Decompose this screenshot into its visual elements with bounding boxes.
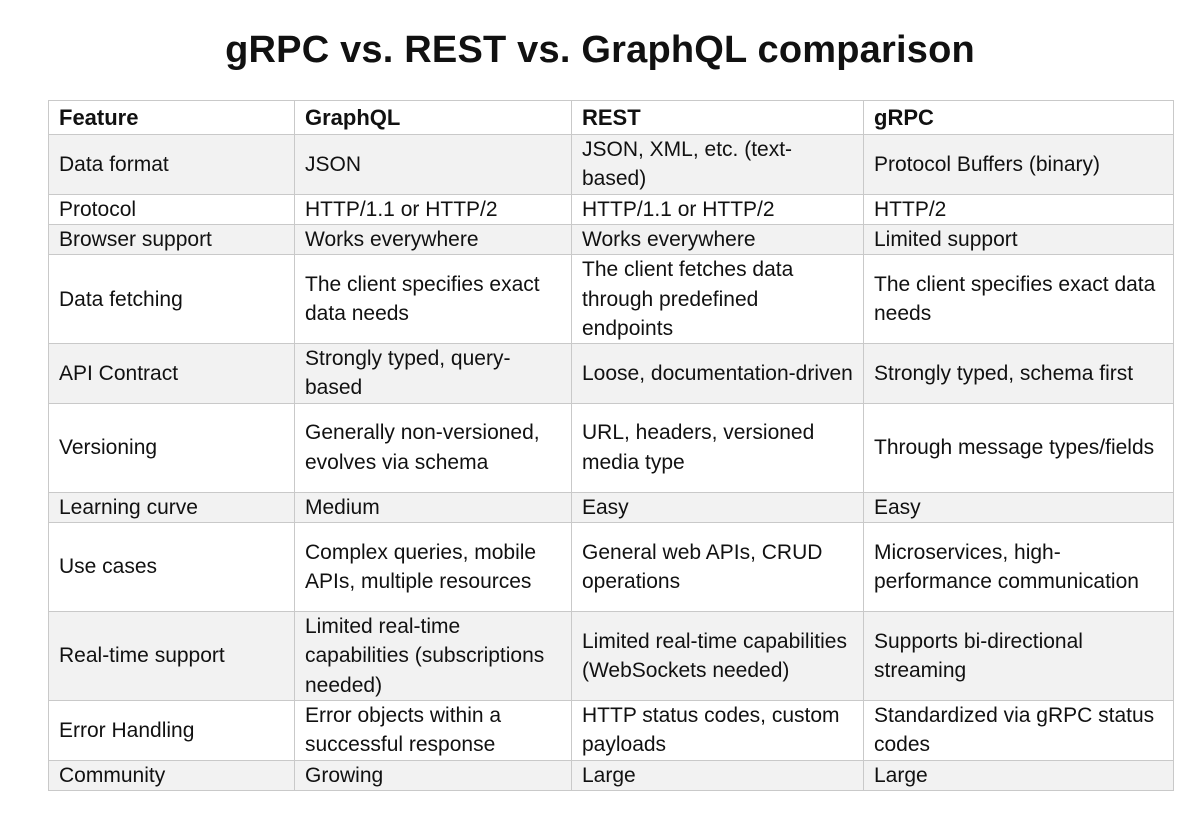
cell-rest: JSON, XML, etc. (text-based) bbox=[571, 134, 864, 195]
table-row: Data fetching The client specifies exact… bbox=[48, 254, 1174, 345]
cell-feature: Community bbox=[48, 759, 295, 791]
cell-rest: Easy bbox=[571, 491, 864, 524]
cell-rest: HTTP/1.1 or HTTP/2 bbox=[571, 193, 864, 225]
cell-rest: HTTP status codes, custom payloads bbox=[571, 700, 864, 761]
cell-feature: Real-time support bbox=[48, 611, 295, 702]
table-row: Use cases Complex queries, mobile APIs, … bbox=[48, 522, 1174, 613]
cell-grpc: Limited support bbox=[863, 223, 1174, 256]
cell-grpc: Strongly typed, schema first bbox=[863, 343, 1174, 404]
cell-feature: Use cases bbox=[48, 522, 295, 613]
cell-feature: Data format bbox=[48, 134, 295, 195]
header-rest: REST bbox=[571, 100, 864, 135]
cell-rest: The client fetches data through predefin… bbox=[571, 254, 864, 345]
cell-graphql: JSON bbox=[294, 134, 572, 195]
cell-feature: Protocol bbox=[48, 193, 295, 225]
table-row: Protocol HTTP/1.1 or HTTP/2 HTTP/1.1 or … bbox=[48, 193, 1174, 225]
table-row: API Contract Strongly typed, query-based… bbox=[48, 343, 1174, 404]
cell-grpc: Protocol Buffers (binary) bbox=[863, 134, 1174, 195]
cell-feature: Data fetching bbox=[48, 254, 295, 345]
cell-graphql: Generally non-versioned, evolves via sch… bbox=[294, 402, 572, 493]
table-row: Data format JSON JSON, XML, etc. (text-b… bbox=[48, 134, 1174, 195]
table-row: Error Handling Error objects within a su… bbox=[48, 700, 1174, 761]
cell-rest: Works everywhere bbox=[571, 223, 864, 256]
cell-grpc: HTTP/2 bbox=[863, 193, 1174, 225]
cell-graphql: Error objects within a successful respon… bbox=[294, 700, 572, 761]
table-row: Versioning Generally non-versioned, evol… bbox=[48, 402, 1174, 493]
page-title: gRPC vs. REST vs. GraphQL comparison bbox=[225, 29, 975, 71]
cell-grpc: Microservices, high-performance communic… bbox=[863, 522, 1174, 613]
table-row: Learning curve Medium Easy Easy bbox=[48, 491, 1174, 524]
cell-rest: Limited real-time capabilities (WebSocke… bbox=[571, 611, 864, 702]
cell-grpc: Through message types/fields bbox=[863, 402, 1174, 493]
table-row: Browser support Works everywhere Works e… bbox=[48, 223, 1174, 256]
cell-graphql: Growing bbox=[294, 759, 572, 791]
cell-rest: URL, headers, versioned media type bbox=[571, 402, 864, 493]
cell-graphql: HTTP/1.1 or HTTP/2 bbox=[294, 193, 572, 225]
comparison-table: Feature GraphQL REST gRPC Data format JS… bbox=[48, 100, 1174, 791]
cell-grpc: Large bbox=[863, 759, 1174, 791]
table-header-row: Feature GraphQL REST gRPC bbox=[48, 100, 1174, 135]
cell-graphql: Limited real-time capabilities (subscrip… bbox=[294, 611, 572, 702]
cell-grpc: The client specifies exact data needs bbox=[863, 254, 1174, 345]
header-grpc: gRPC bbox=[863, 100, 1174, 135]
cell-graphql: Strongly typed, query-based bbox=[294, 343, 572, 404]
table-row: Community Growing Large Large bbox=[48, 759, 1174, 791]
header-graphql: GraphQL bbox=[294, 100, 572, 135]
cell-feature: Error Handling bbox=[48, 700, 295, 761]
cell-feature: API Contract bbox=[48, 343, 295, 404]
cell-rest: Large bbox=[571, 759, 864, 791]
cell-feature: Versioning bbox=[48, 402, 295, 493]
cell-grpc: Standardized via gRPC status codes bbox=[863, 700, 1174, 761]
cell-graphql: Works everywhere bbox=[294, 223, 572, 256]
cell-feature: Browser support bbox=[48, 223, 295, 256]
cell-grpc: Easy bbox=[863, 491, 1174, 524]
header-feature: Feature bbox=[48, 100, 295, 135]
cell-rest: General web APIs, CRUD operations bbox=[571, 522, 864, 613]
cell-graphql: The client specifies exact data needs bbox=[294, 254, 572, 345]
table-row: Real-time support Limited real-time capa… bbox=[48, 611, 1174, 702]
cell-feature: Learning curve bbox=[48, 491, 295, 524]
cell-grpc: Supports bi-directional streaming bbox=[863, 611, 1174, 702]
cell-graphql: Complex queries, mobile APIs, multiple r… bbox=[294, 522, 572, 613]
cell-graphql: Medium bbox=[294, 491, 572, 524]
cell-rest: Loose, documentation-driven bbox=[571, 343, 864, 404]
